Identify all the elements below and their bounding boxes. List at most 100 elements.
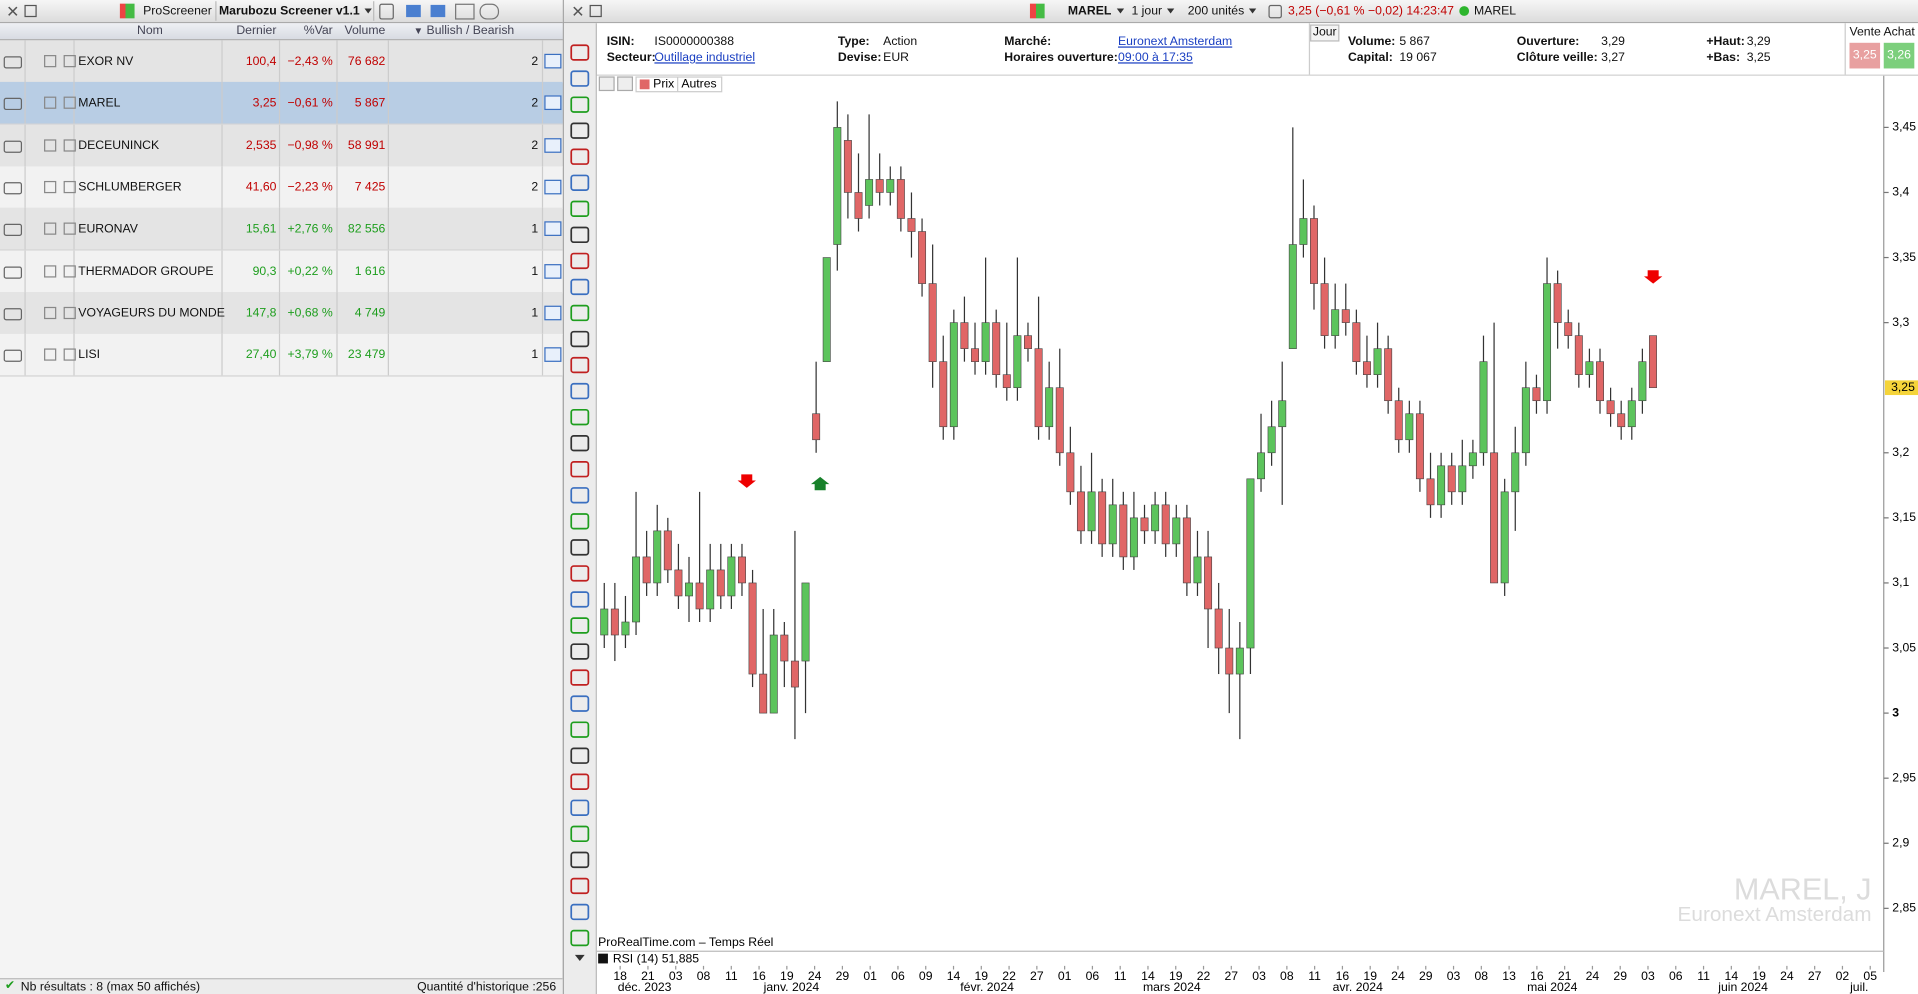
stock-name[interactable]: LISI bbox=[78, 348, 101, 363]
market[interactable]: Euronext Amsterdam bbox=[1118, 35, 1233, 49]
close-button[interactable]: ✕ bbox=[6, 2, 20, 21]
stock-name[interactable]: EXOR NV bbox=[78, 55, 134, 69]
chart-link-icon[interactable] bbox=[544, 263, 562, 279]
screener-name[interactable]: Marubozu Screener v1.1 bbox=[219, 5, 372, 18]
chart-link-icon[interactable] bbox=[544, 305, 562, 321]
upload-icon[interactable] bbox=[430, 4, 446, 18]
screener-row[interactable] bbox=[0, 291, 563, 335]
screener-row[interactable] bbox=[0, 124, 563, 168]
tool-icon[interactable] bbox=[570, 799, 590, 816]
tool-icon[interactable] bbox=[570, 96, 590, 113]
tool-icon[interactable] bbox=[570, 877, 590, 895]
tool-icon[interactable] bbox=[570, 929, 590, 947]
row-icon[interactable] bbox=[3, 223, 23, 237]
row-icon[interactable] bbox=[63, 348, 76, 361]
row-icon[interactable] bbox=[44, 264, 57, 277]
symbol-select[interactable]: MAREL bbox=[1068, 5, 1124, 18]
column-header-name[interactable]: Nom bbox=[136, 24, 163, 38]
tool-icon[interactable] bbox=[570, 200, 590, 218]
chart-maximize-button[interactable] bbox=[589, 4, 602, 18]
row-icon[interactable] bbox=[63, 96, 76, 110]
row-icon[interactable] bbox=[63, 264, 76, 277]
collapse-arrow[interactable] bbox=[574, 954, 585, 961]
row-icon[interactable] bbox=[44, 348, 57, 361]
link-icon[interactable] bbox=[479, 3, 500, 20]
column-header-var[interactable]: %Var bbox=[303, 24, 333, 38]
row-icon[interactable] bbox=[44, 55, 57, 68]
row-icon[interactable] bbox=[44, 96, 57, 110]
row-icon[interactable] bbox=[3, 349, 23, 363]
row-icon[interactable] bbox=[63, 222, 76, 235]
tool-icon[interactable] bbox=[570, 773, 590, 790]
chart-type-icon[interactable] bbox=[1029, 3, 1045, 19]
download-icon[interactable] bbox=[406, 4, 421, 18]
row-icon[interactable] bbox=[44, 222, 57, 235]
chart-link-icon[interactable] bbox=[544, 221, 562, 237]
tool-icon[interactable] bbox=[570, 330, 590, 348]
row-icon[interactable] bbox=[3, 140, 23, 153]
screener-row[interactable] bbox=[0, 333, 563, 377]
column-header-signal[interactable]: ▼ Bullish / Bearish bbox=[413, 24, 514, 37]
ask-price[interactable]: 3,26 bbox=[1883, 42, 1915, 69]
tool-icon[interactable] bbox=[570, 565, 590, 582]
tool-icon[interactable] bbox=[570, 461, 590, 478]
price-tab[interactable]: Prix bbox=[653, 77, 674, 91]
screener-row[interactable] bbox=[0, 82, 563, 126]
chart-link-icon[interactable] bbox=[544, 179, 562, 195]
row-icon[interactable] bbox=[44, 306, 57, 319]
chart-close-button[interactable]: ✕ bbox=[571, 2, 585, 21]
tool-icon[interactable] bbox=[570, 903, 590, 921]
tool-icon[interactable] bbox=[570, 304, 590, 322]
row-icon[interactable] bbox=[44, 138, 57, 152]
tool-icon[interactable] bbox=[570, 408, 590, 426]
row-icon[interactable] bbox=[3, 265, 23, 279]
tool-icon[interactable] bbox=[570, 617, 590, 634]
chart-button[interactable] bbox=[598, 76, 615, 92]
tool-icon[interactable] bbox=[570, 226, 590, 244]
settings-icon[interactable] bbox=[379, 3, 394, 20]
tool-icon[interactable] bbox=[570, 278, 590, 296]
row-icon[interactable] bbox=[3, 307, 23, 321]
column-header-volume[interactable]: Volume bbox=[344, 24, 386, 38]
bid-price[interactable]: 3,25 bbox=[1849, 42, 1881, 69]
tool-icon[interactable] bbox=[570, 747, 590, 764]
stock-name[interactable]: THERMADOR GROUPE bbox=[78, 264, 214, 279]
stock-name[interactable]: SCHLUMBERGER bbox=[78, 180, 182, 195]
row-icon[interactable] bbox=[63, 180, 76, 194]
row-icon[interactable] bbox=[3, 56, 23, 69]
tool-icon[interactable] bbox=[570, 356, 590, 374]
other-tab[interactable]: Autres bbox=[681, 77, 716, 91]
maximize-button[interactable] bbox=[24, 4, 37, 18]
screener-select[interactable] bbox=[215, 1, 375, 21]
tool-icon[interactable] bbox=[570, 825, 590, 843]
tool-icon[interactable] bbox=[570, 539, 590, 556]
tool-icon[interactable] bbox=[570, 643, 590, 660]
tool-icon[interactable] bbox=[570, 382, 590, 400]
tool-icon[interactable] bbox=[570, 148, 590, 165]
tool-icon[interactable] bbox=[570, 174, 590, 191]
chart-button[interactable] bbox=[617, 76, 634, 92]
tool-icon[interactable] bbox=[570, 513, 590, 530]
tool-icon[interactable] bbox=[570, 122, 590, 139]
tool-icon[interactable] bbox=[570, 851, 590, 869]
column-header-last[interactable]: Dernier bbox=[236, 24, 277, 38]
row-icon[interactable] bbox=[44, 180, 57, 194]
row-icon[interactable] bbox=[3, 182, 23, 195]
row-icon[interactable] bbox=[63, 138, 76, 152]
tool-icon[interactable] bbox=[570, 252, 590, 270]
row-icon[interactable] bbox=[63, 55, 76, 68]
tool-icon[interactable] bbox=[570, 435, 590, 452]
tool-icon[interactable] bbox=[570, 721, 590, 738]
stock-name[interactable]: MAREL bbox=[78, 96, 121, 111]
row-icon[interactable] bbox=[3, 98, 23, 111]
period-select[interactable]: 1 jour bbox=[1131, 5, 1175, 18]
chart-link-icon[interactable] bbox=[544, 347, 562, 363]
stock-name[interactable]: DECEUNINCK bbox=[78, 138, 160, 153]
day-tab[interactable]: Jour bbox=[1310, 24, 1340, 42]
chart-link-icon[interactable] bbox=[544, 137, 562, 153]
tool-icon[interactable] bbox=[570, 44, 590, 61]
layout-icon[interactable] bbox=[455, 3, 475, 20]
hours[interactable]: 09:00 à 17:35 bbox=[1118, 51, 1193, 65]
sector[interactable]: Outillage industriel bbox=[654, 51, 756, 65]
tool-icon[interactable] bbox=[570, 487, 590, 504]
